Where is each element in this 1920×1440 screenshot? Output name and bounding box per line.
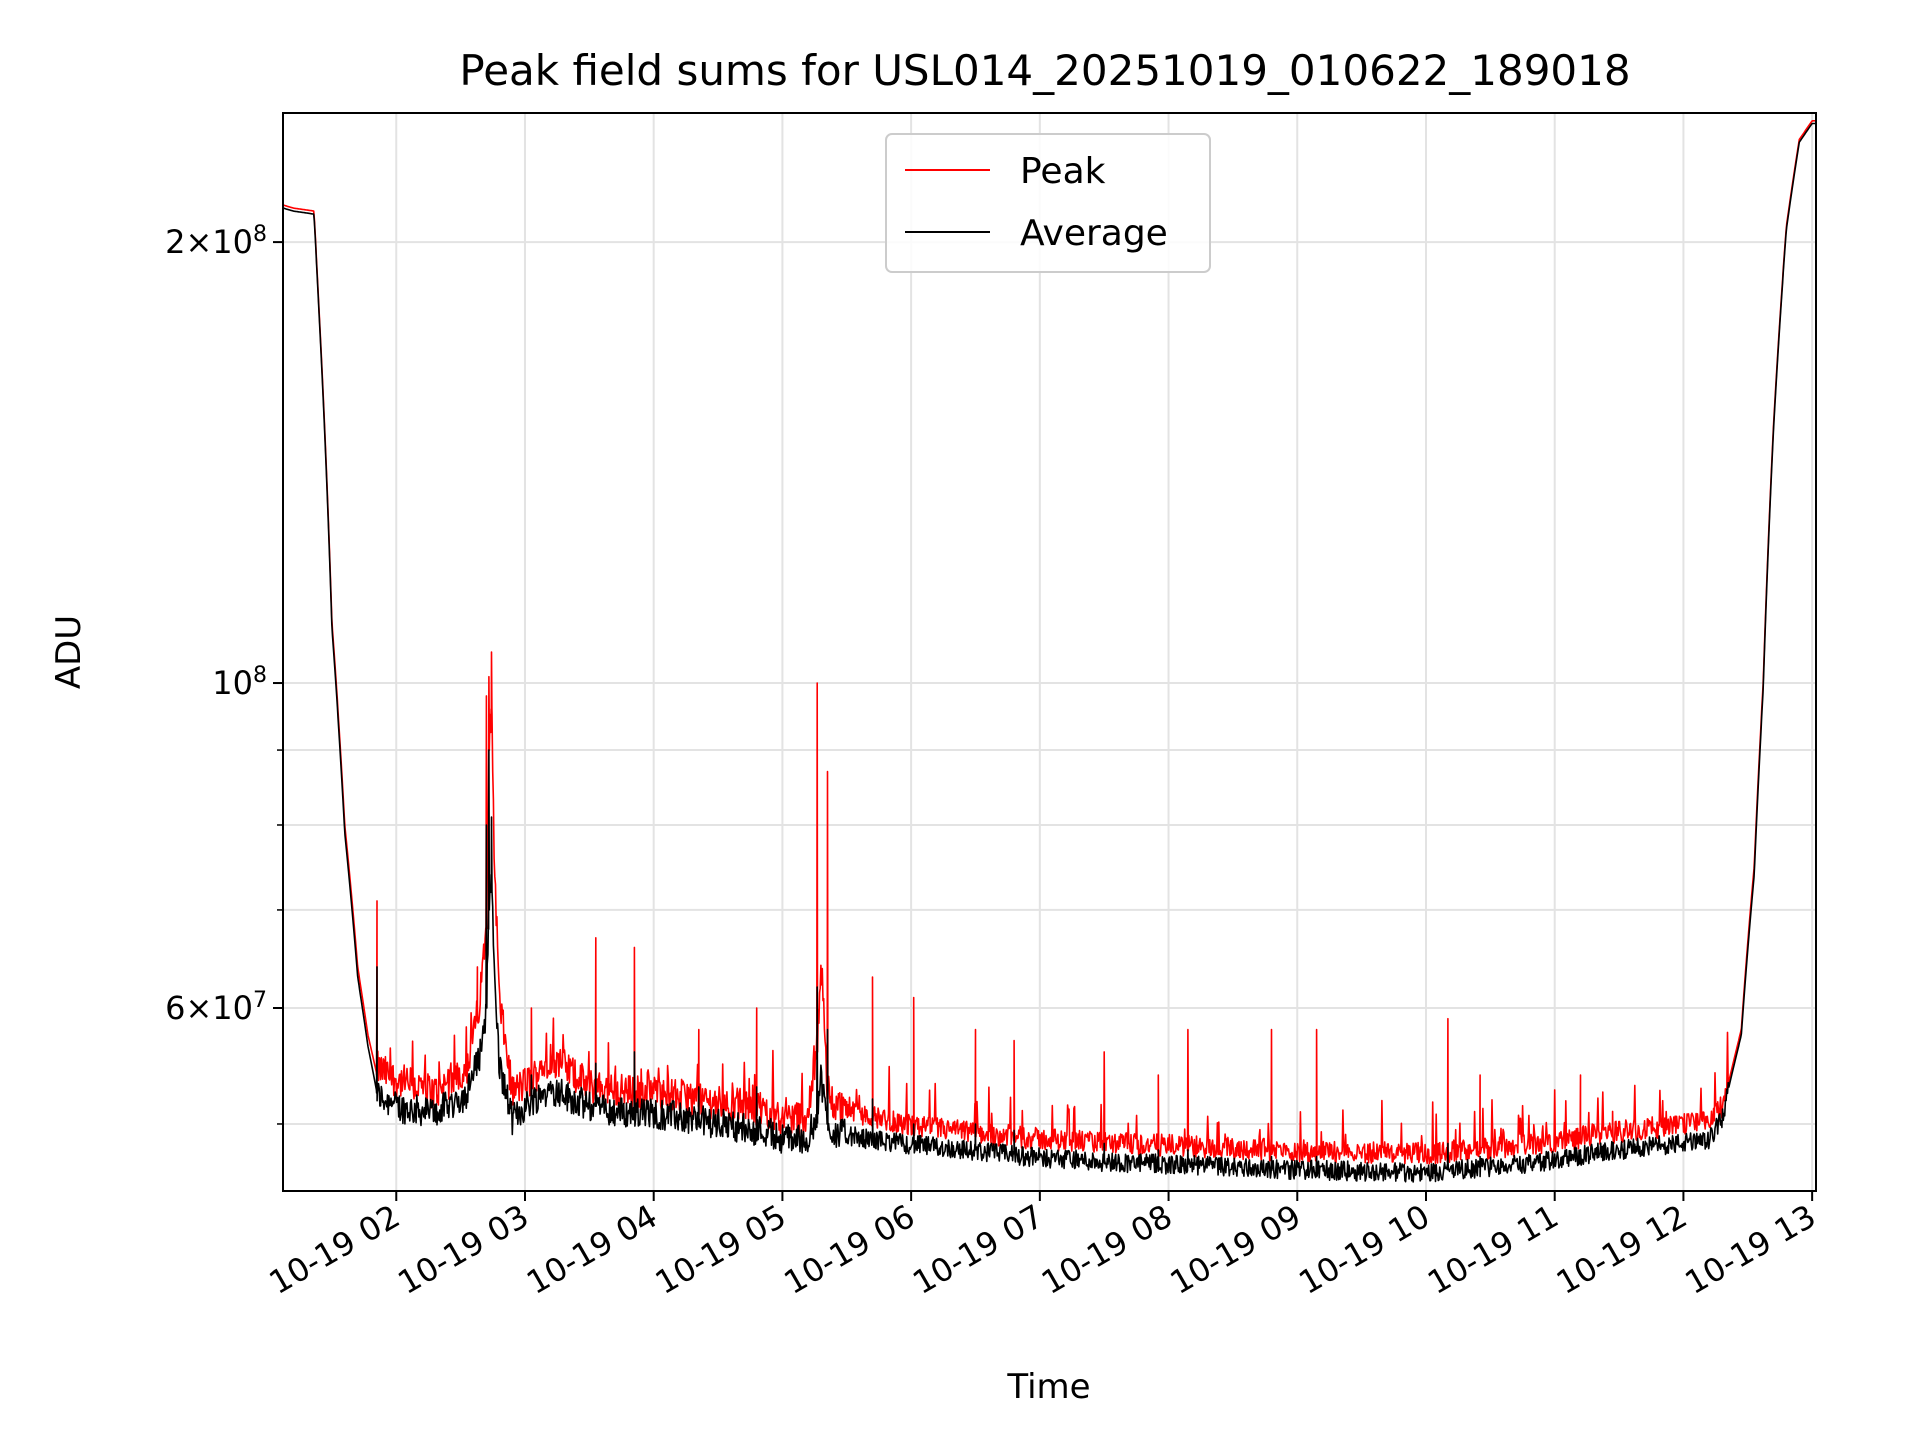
average-series-line (282, 122, 1817, 1183)
legend-box (885, 133, 1211, 273)
y-tick-label: 2×108 (165, 222, 267, 261)
grid-layer (283, 113, 1816, 1191)
legend-peak-label: Peak (1020, 151, 1106, 192)
y-axis-label: ADU (49, 615, 89, 689)
y-tick-label: 108 (212, 663, 267, 703)
x-axis-label: Time (1006, 1367, 1090, 1407)
series-layer (282, 120, 1817, 1183)
legend: Peak Average (885, 133, 1211, 273)
y-tick-label: 6×107 (165, 987, 267, 1026)
y-axis: 2×108 108 6×107 (165, 222, 283, 1125)
legend-average-label: Average (1020, 213, 1168, 254)
peak-series-line (282, 120, 1817, 1165)
chart-title: Peak field sums for USL014_20251019_0106… (459, 46, 1630, 95)
plot-frame (282, 112, 1817, 1192)
